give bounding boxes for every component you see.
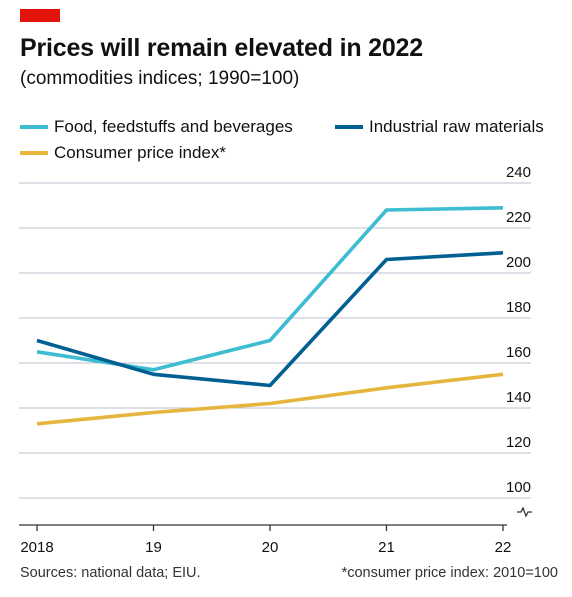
legend-swatch-food bbox=[20, 125, 48, 129]
series-line-industrial-raw-materials bbox=[36, 251, 504, 388]
chart-title: Prices will remain elevated in 2022 bbox=[20, 34, 423, 62]
legend-swatch-industrial bbox=[335, 125, 363, 129]
axis-break-icon bbox=[517, 506, 532, 518]
legend-item-cpi: Consumer price index* bbox=[20, 143, 226, 163]
x-tick-label-2018: 2018 bbox=[20, 539, 53, 556]
series-line-food-feedstuffs-and-beverages bbox=[36, 206, 504, 372]
x-tick-label-21: 21 bbox=[378, 539, 395, 556]
y-tick-label-160: 160 bbox=[506, 344, 531, 361]
y-tick-label-240: 240 bbox=[506, 164, 531, 181]
y-tick-label-220: 220 bbox=[506, 209, 531, 226]
x-tick-label-20: 20 bbox=[262, 539, 279, 556]
legend-label-industrial: Industrial raw materials bbox=[369, 117, 544, 136]
source-note: Sources: national data; EIU. bbox=[20, 565, 201, 581]
x-tick-label-19: 19 bbox=[145, 539, 162, 556]
legend-label-food: Food, feedstuffs and beverages bbox=[54, 117, 293, 136]
chart-subtitle: (commodities indices; 1990=100) bbox=[20, 68, 300, 89]
legend-item-food: Food, feedstuffs and beverages bbox=[20, 117, 293, 137]
brand-tag bbox=[20, 9, 60, 22]
footnote: *consumer price index: 2010=100 bbox=[341, 565, 558, 581]
y-tick-label-120: 120 bbox=[506, 434, 531, 451]
x-tick-label-22: 22 bbox=[495, 539, 512, 556]
legend-label-cpi: Consumer price index* bbox=[54, 143, 226, 162]
y-tick-label-100: 100 bbox=[506, 479, 531, 496]
legend-item-industrial: Industrial raw materials bbox=[335, 117, 544, 137]
y-tick-label-200: 200 bbox=[506, 254, 531, 271]
legend-swatch-cpi bbox=[20, 151, 48, 155]
y-tick-label-180: 180 bbox=[506, 299, 531, 316]
series-line-consumer-price-index bbox=[36, 372, 504, 426]
y-tick-label-140: 140 bbox=[506, 389, 531, 406]
